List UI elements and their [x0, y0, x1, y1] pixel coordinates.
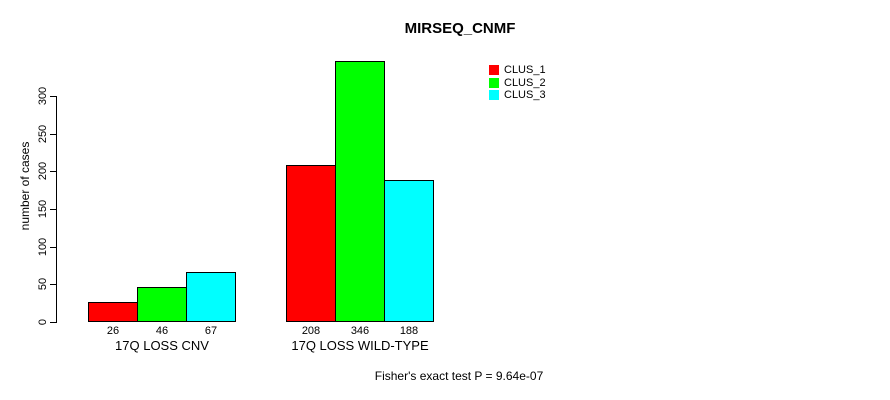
y-tick-mark: [50, 322, 57, 323]
bar: [384, 180, 434, 322]
y-tick-label: 50: [37, 277, 49, 291]
bar: [286, 165, 336, 322]
y-tick-mark: [50, 247, 57, 248]
chart-title: MIRSEQ_CNMF: [404, 20, 516, 37]
bar-value-label: 346: [350, 325, 370, 337]
y-tick-label: 300: [37, 86, 49, 106]
legend-label: CLUS_1: [504, 64, 546, 76]
y-tick-label: 100: [37, 237, 49, 257]
legend-label: CLUS_2: [504, 76, 546, 89]
bar-value-label: 67: [204, 325, 218, 337]
bar-value-label: 188: [399, 325, 419, 337]
bar: [186, 272, 236, 322]
x-group-label: 17Q LOSS WILD-TYPE: [291, 338, 429, 353]
x-group-label: 17Q LOSS CNV: [115, 338, 209, 353]
bar-value-label: 208: [301, 325, 321, 337]
bar: [137, 287, 187, 322]
y-tick-label: 0: [37, 318, 49, 326]
y-tick-label: 150: [37, 199, 49, 219]
footnote: Fisher's exact test P = 9.64e-07: [374, 369, 544, 383]
bar: [88, 302, 138, 322]
bar: [335, 61, 385, 322]
legend-label: CLUS_3: [504, 89, 546, 101]
legend-swatch: [489, 77, 499, 88]
legend-swatch: [489, 65, 499, 75]
legend-swatch: [489, 90, 499, 100]
bar-value-label: 26: [106, 325, 120, 337]
y-tick-mark: [50, 96, 57, 97]
y-tick-mark: [50, 209, 57, 210]
y-tick-mark: [50, 134, 57, 135]
y-tick-mark: [50, 171, 57, 172]
y-tick-label: 200: [37, 161, 49, 181]
y-tick-mark: [50, 284, 57, 285]
bar-value-label: 46: [155, 325, 169, 337]
y-tick-label: 250: [37, 124, 49, 144]
